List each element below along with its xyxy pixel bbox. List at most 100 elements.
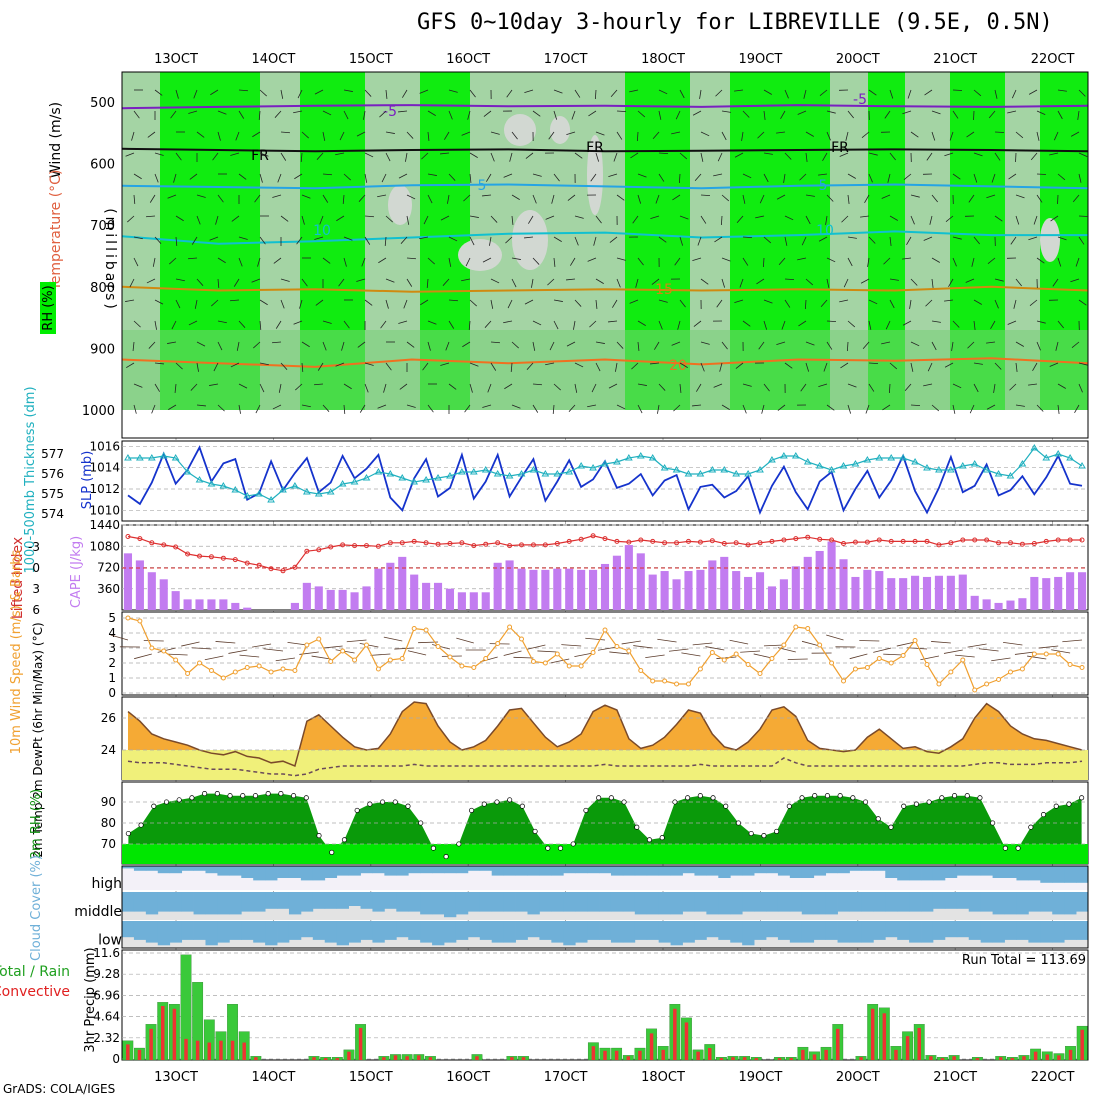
li-marker	[733, 540, 739, 546]
wind-barb	[741, 131, 744, 141]
wind-barb	[233, 278, 240, 287]
wind-barb	[566, 341, 576, 347]
rh2m-marker	[354, 807, 360, 813]
wind-barb	[889, 89, 894, 99]
cloud-bar-high	[324, 866, 338, 878]
wind-barb	[342, 194, 345, 205]
cloud-bar-middle	[479, 892, 493, 912]
wind-barb	[758, 341, 765, 350]
precip-convective-bar	[917, 1027, 921, 1060]
thickness-marker	[410, 478, 419, 485]
wind-barb	[906, 236, 912, 245]
wind-barb	[887, 173, 891, 183]
wind-barb	[840, 362, 849, 369]
wind-barb	[490, 215, 498, 223]
li-marker	[399, 540, 405, 546]
precip-convective-bar	[696, 1051, 700, 1060]
wind10m-barb	[394, 647, 415, 650]
wind-barb	[238, 110, 245, 119]
wind-barb	[616, 110, 627, 113]
wind-barb	[714, 236, 723, 243]
thickness-marker	[696, 470, 705, 477]
dewpoint-line	[127, 757, 1083, 777]
wind-barb	[973, 89, 982, 97]
wind-barb	[271, 341, 282, 344]
cloud-bar-middle	[324, 892, 338, 909]
wind-speed-marker	[173, 657, 179, 663]
rh2m-marker	[697, 793, 703, 799]
cloud-bar-high	[384, 866, 397, 876]
wind-barb	[818, 383, 828, 388]
cloud-bar-middle	[622, 892, 636, 912]
wind-barb	[465, 257, 471, 267]
wind10m-barb	[181, 641, 200, 647]
wind-barb	[259, 320, 262, 331]
li-marker	[650, 538, 656, 544]
wind-barb	[716, 299, 723, 308]
wind-barb	[568, 404, 576, 412]
wind10m-barb	[287, 642, 307, 646]
contour-label: 5	[819, 178, 828, 194]
wind-barb	[826, 257, 836, 263]
wind-barb	[679, 215, 689, 220]
li-marker	[805, 534, 811, 540]
thickness-marker	[613, 458, 621, 465]
li-marker	[423, 540, 429, 546]
wind-barb	[252, 131, 261, 138]
wind-barb	[588, 110, 597, 117]
wind-speed-marker	[638, 668, 644, 673]
wind-barb	[213, 362, 219, 372]
wind-speed-marker	[471, 665, 477, 670]
wind-barb	[549, 341, 555, 351]
cloud-bar-low	[145, 921, 159, 943]
wind-barb	[364, 362, 374, 366]
wind-barb	[986, 194, 996, 199]
wind10m-barb	[826, 634, 844, 641]
wind-speed-marker	[185, 671, 191, 676]
wind-barb	[448, 383, 457, 390]
wind10m-barb	[907, 647, 928, 650]
wind-barb	[994, 362, 1002, 370]
cloud-bar-high	[336, 866, 349, 876]
wind-barb	[692, 404, 702, 407]
wind-speed-marker	[530, 659, 536, 664]
wind-barb	[553, 236, 562, 242]
rh2m-marker	[303, 795, 309, 801]
wind-barb	[504, 383, 513, 390]
cloud-bar-low	[873, 921, 886, 940]
wind-barb	[883, 257, 891, 265]
cloud-bar-high	[634, 866, 648, 876]
cape-bar	[1018, 598, 1027, 610]
cloud-bar-high	[932, 866, 946, 881]
cloud-bar-low	[682, 921, 695, 943]
wind-barb	[322, 404, 330, 412]
li-marker	[375, 543, 381, 549]
wind-barb	[805, 131, 814, 137]
wind-barb	[650, 362, 660, 365]
precip-tick-label: 11.6	[93, 946, 120, 960]
rh2m-marker	[278, 791, 284, 797]
wind-barb	[805, 362, 810, 372]
wind-speed-marker	[352, 657, 358, 663]
wind-barb	[322, 257, 331, 264]
wind-barb	[132, 341, 135, 351]
wind-barb	[419, 236, 429, 240]
li-marker	[781, 537, 787, 543]
wind-barb	[1015, 194, 1025, 199]
cloud-bar-low	[288, 921, 302, 940]
cloud-bar-low	[1064, 921, 1077, 940]
cloud-bar-low	[300, 921, 314, 938]
wind-barb	[1057, 173, 1066, 181]
cloud-bar-middle	[312, 892, 326, 909]
li-marker	[411, 538, 417, 544]
wind-barb	[211, 299, 219, 307]
rh2m-marker	[519, 803, 525, 809]
wind-barb	[1036, 194, 1043, 203]
wind-barb	[696, 383, 702, 392]
cloud-bar-low	[122, 921, 135, 938]
wind-barb	[826, 194, 834, 202]
thickness-marker	[1030, 444, 1039, 451]
wind10m-barb	[275, 657, 295, 662]
isotherm--5	[121, 104, 1089, 110]
wind-speed-marker	[650, 678, 656, 684]
